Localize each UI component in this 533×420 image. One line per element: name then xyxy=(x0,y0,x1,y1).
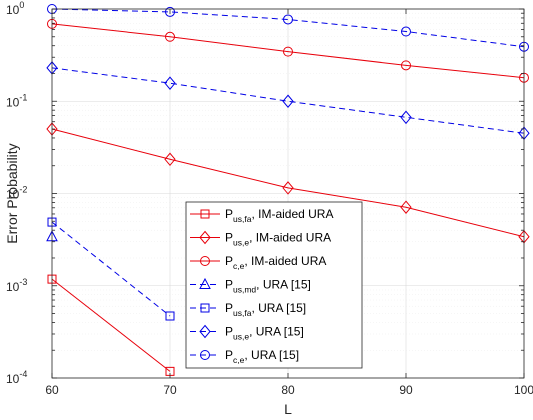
legend-label: Pc,e, URA [15] xyxy=(225,348,299,365)
x-tick-label: 80 xyxy=(281,383,295,397)
y-tick-label: 10-3 xyxy=(6,277,27,294)
x-axis-label: L xyxy=(284,401,292,417)
legend-label: Pus,e, IM-aided URA xyxy=(225,231,331,248)
legend-item: Pus,e, URA [15] xyxy=(190,325,304,342)
data-point xyxy=(165,31,175,42)
series-line xyxy=(51,128,525,238)
x-tick-label: 60 xyxy=(45,383,59,397)
legend-marker xyxy=(200,256,210,266)
legend-item: Pus,e, IM-aided URA xyxy=(190,231,331,248)
y-tick-label: 10-1 xyxy=(6,92,27,109)
legend-marker xyxy=(200,209,210,219)
y-tick-label: 10-2 xyxy=(6,185,27,202)
data-point xyxy=(164,76,176,90)
legend-marker xyxy=(199,324,211,339)
series-line xyxy=(51,278,171,372)
x-tick-label: 70 xyxy=(163,383,177,397)
legend-label: Pus,md, URA [15] xyxy=(225,278,311,295)
legend-label: Pc,e, IM-aided URA xyxy=(225,254,326,271)
data-point xyxy=(165,6,175,17)
legend-item: Pc,e, IM-aided URA xyxy=(190,254,326,271)
series-line xyxy=(51,23,525,79)
data-point xyxy=(401,26,411,37)
series-3 xyxy=(47,18,529,83)
grid xyxy=(51,8,525,379)
x-tick-label: 100 xyxy=(514,383,533,397)
series-line xyxy=(51,8,525,48)
data-point xyxy=(400,110,412,125)
legend-item: Pus,fa, URA [15] xyxy=(190,301,306,318)
legend-marker xyxy=(200,303,210,313)
legend-marker xyxy=(199,230,211,245)
legend-marker xyxy=(200,350,210,360)
data-point xyxy=(283,46,293,57)
data-point xyxy=(165,311,175,321)
data-point xyxy=(283,14,293,25)
legend-label: Pus,e, URA [15] xyxy=(225,325,304,342)
series-line xyxy=(51,221,171,317)
axis-ticks: 60 70 80 90 100 10-4 10-3 10-2 10-1 100 xyxy=(6,0,533,397)
legend: Pus,fa, IM-aided URA Pus,e, IM-aided URA P… xyxy=(185,201,363,369)
y-tick-label: 100 xyxy=(6,0,24,17)
x-tick-label: 90 xyxy=(399,383,413,397)
y-axis-label: Error Probability xyxy=(4,143,20,243)
legend-marker xyxy=(199,277,211,289)
data-point xyxy=(400,200,412,215)
legend-item: Pus,fa, IM-aided URA xyxy=(190,207,333,224)
data-point xyxy=(164,152,176,167)
data-point xyxy=(282,94,294,109)
legend-label: Pus,fa, IM-aided URA xyxy=(225,207,333,224)
data-point xyxy=(282,181,294,195)
legend-item: Pus,md, URA [15] xyxy=(190,278,311,295)
legend-item: Pc,e, URA [15] xyxy=(190,348,299,365)
data-point xyxy=(401,60,411,71)
series-layer xyxy=(46,4,530,376)
y-tick-label: 10-4 xyxy=(6,369,27,386)
legend-label: Pus,fa, URA [15] xyxy=(225,301,306,318)
